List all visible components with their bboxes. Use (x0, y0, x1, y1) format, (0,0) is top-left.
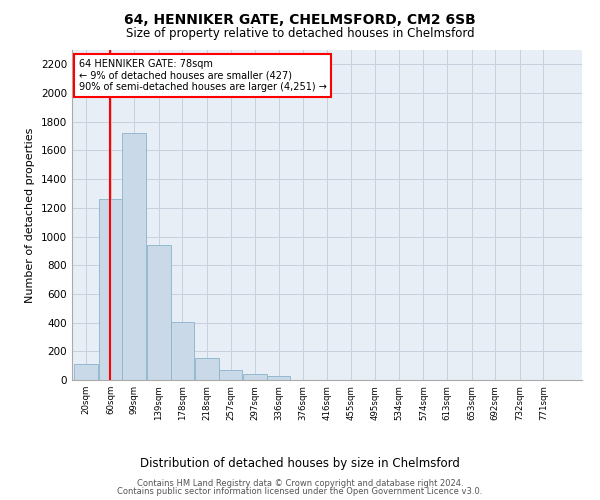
Text: 64, HENNIKER GATE, CHELMSFORD, CM2 6SB: 64, HENNIKER GATE, CHELMSFORD, CM2 6SB (124, 12, 476, 26)
Y-axis label: Number of detached properties: Number of detached properties (25, 128, 35, 302)
Bar (99, 199, 122, 380)
Bar (170, 322, 194, 380)
Bar (243, 374, 267, 380)
Text: Contains public sector information licensed under the Open Government Licence v3: Contains public sector information licen… (118, 487, 482, 496)
Text: Distribution of detached houses by size in Chelmsford: Distribution of detached houses by size … (140, 458, 460, 470)
Bar (147, 245, 170, 380)
Text: Size of property relative to detached houses in Chelmsford: Size of property relative to detached ho… (125, 28, 475, 40)
Bar (267, 376, 290, 380)
Bar (218, 370, 242, 380)
Bar (195, 358, 218, 380)
Text: Contains HM Land Registry data © Crown copyright and database right 2024.: Contains HM Land Registry data © Crown c… (137, 478, 463, 488)
Text: 64 HENNIKER GATE: 78sqm
← 9% of detached houses are smaller (427)
90% of semi-de: 64 HENNIKER GATE: 78sqm ← 9% of detached… (79, 59, 326, 92)
Bar (74, 364, 98, 380)
Bar (122, 133, 146, 380)
